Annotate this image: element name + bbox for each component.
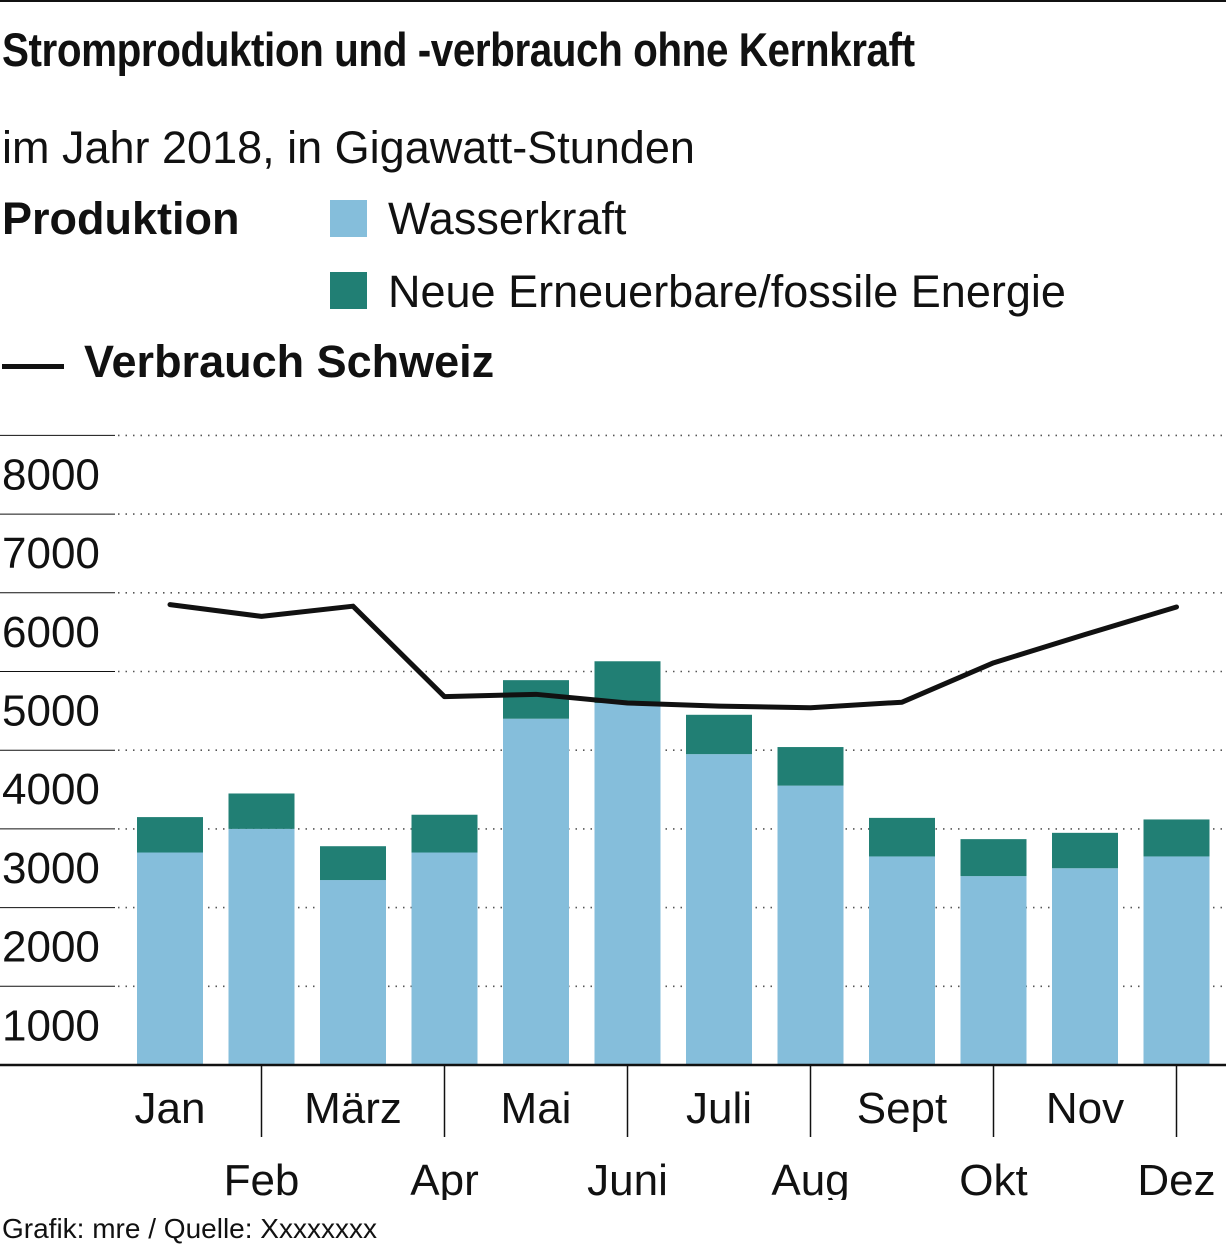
bar-hydro (594, 702, 661, 1065)
x-tick-label: Jan (135, 1084, 206, 1133)
legend-consumption-label: Verbrauch Schweiz (84, 336, 495, 387)
y-tick-label: 5000 (2, 687, 100, 736)
bar-renewable (1052, 832, 1118, 869)
legend-hydro-label: Wasserkraft (388, 193, 627, 244)
x-tick-label: Feb (224, 1156, 300, 1200)
line-layer (167, 602, 1179, 711)
x-tick-label: Sept (857, 1084, 948, 1133)
consumption-line (167, 602, 1179, 711)
bar-layer (137, 661, 1210, 1065)
legend-renewable-swatch (330, 272, 367, 309)
bar-hydro (1143, 856, 1210, 1065)
legend-consumption-line (2, 364, 64, 369)
bar-renewable (777, 747, 844, 786)
y-tick-label: 2000 (2, 923, 100, 972)
legend-production-heading: Produktion (2, 193, 240, 244)
top-rule (0, 0, 1226, 2)
legend-hydro-swatch (330, 200, 367, 237)
y-tick-label: 6000 (2, 608, 100, 657)
x-tick-label: Juni (587, 1156, 668, 1200)
bar-renewable (686, 714, 752, 755)
bar-hydro (1052, 868, 1118, 1065)
x-tick-label: Juli (686, 1084, 752, 1133)
y-tick-label: 4000 (2, 765, 100, 814)
bar-hydro (320, 880, 386, 1065)
x-tick-label: Dez (1137, 1156, 1215, 1200)
bar-hydro (137, 852, 203, 1065)
x-tick-label: Okt (959, 1156, 1027, 1200)
bar-hydro (228, 828, 295, 1065)
x-tick-label: Mai (501, 1084, 572, 1133)
bar-hydro (777, 785, 844, 1065)
bar-renewable (137, 817, 203, 853)
grid-layer (0, 434, 1226, 988)
chart-title: Stromproduktion und -verbrauch ohne Kern… (2, 23, 915, 76)
x-tick-label: Aug (771, 1156, 849, 1200)
legend-renewable-label: Neue Erneuerbare/fossile Energie (388, 266, 1066, 317)
bar-renewable (1143, 819, 1210, 857)
y-tick-label: 1000 (2, 1001, 100, 1050)
x-tick-label: Nov (1046, 1084, 1124, 1133)
bar-renewable (503, 680, 569, 719)
chart-subtitle: im Jahr 2018, in Gigawatt-Stunden (2, 122, 695, 173)
y-tick-label: 7000 (2, 529, 100, 578)
x-tick-label: März (304, 1084, 402, 1133)
bar-hydro (960, 876, 1027, 1065)
bar-renewable (320, 846, 386, 881)
bar-renewable (228, 793, 295, 829)
y-tick-label: 8000 (2, 450, 100, 499)
bar-renewable (869, 817, 935, 857)
bar-renewable (960, 839, 1027, 877)
x-tick-label: Apr (410, 1156, 478, 1200)
chart-area: 1000 2000 3000 4000 5000 6000 7000 8000 Jan FebMä… (0, 434, 1226, 1200)
bar-hydro (686, 754, 752, 1065)
bar-renewable (411, 814, 478, 853)
bar-hydro (503, 718, 569, 1065)
axis-layer: 1000 2000 3000 4000 5000 6000 7000 8000 Jan FebMä… (0, 450, 1226, 1200)
bar-hydro (869, 856, 935, 1065)
y-tick-label: 3000 (2, 844, 100, 893)
source-note: Grafik: mre / Quelle: Xxxxxxxx (2, 1213, 377, 1244)
bar-renewable (594, 661, 661, 703)
bar-hydro (411, 852, 478, 1065)
